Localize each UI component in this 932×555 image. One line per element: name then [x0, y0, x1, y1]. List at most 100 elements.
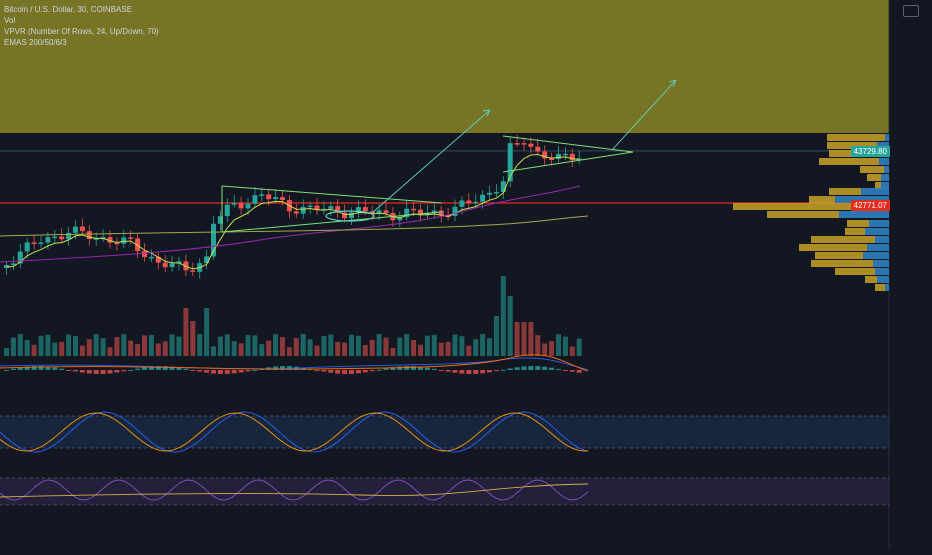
stoch-d-line	[0, 412, 589, 452]
vpvr-down-bar-17	[835, 268, 875, 275]
screenshot-icon[interactable]	[903, 5, 919, 17]
candle	[418, 209, 423, 215]
volume-bar	[549, 341, 555, 356]
stoch-band	[0, 416, 889, 448]
vpvr-down-bar-16	[811, 260, 873, 267]
vpvr-down-bar-19	[875, 284, 885, 291]
macd-histogram-bar	[128, 369, 134, 371]
macd-histogram-bar	[431, 368, 437, 370]
macd-histogram-bar	[59, 368, 65, 370]
volume-bar	[562, 336, 568, 356]
vol-indicator-label[interactable]: Vol	[4, 16, 16, 25]
candle	[307, 205, 313, 208]
macd-histogram-bar	[514, 367, 520, 370]
volume-bar	[59, 341, 65, 356]
volume-bar	[369, 339, 375, 356]
candle	[66, 232, 72, 240]
macd-histogram-bar	[245, 370, 251, 372]
macd-histogram-bar	[369, 370, 375, 372]
vpvr-down-bar-3	[819, 158, 879, 165]
macd-histogram-bar	[135, 368, 141, 370]
macd-histogram-bar	[31, 366, 37, 370]
candle	[480, 194, 486, 202]
candle	[576, 158, 582, 161]
candle	[321, 208, 327, 211]
volume-bar	[480, 334, 486, 356]
symbol-title[interactable]: Bitcoin / U.S. Dollar, 30, COINBASE	[4, 5, 133, 14]
candle	[314, 205, 320, 211]
vpvr-up-bar-14	[867, 244, 889, 251]
volume-bar	[45, 334, 51, 356]
candle	[280, 197, 285, 201]
candle	[493, 191, 499, 194]
volume-bar	[24, 339, 30, 356]
volume-bar	[487, 338, 492, 356]
macd-histogram-bar	[397, 366, 403, 370]
candle	[514, 143, 520, 145]
macd-histogram-bar	[93, 370, 99, 374]
vpvr-up-bar-17	[875, 268, 889, 275]
vpvr-down-bar-5	[867, 174, 881, 181]
candle	[562, 153, 568, 156]
volume-bar	[314, 345, 320, 356]
projection-arrow-1	[371, 109, 491, 214]
macd-histogram-bar	[273, 366, 279, 370]
volume-bar	[128, 340, 134, 356]
volume-bar	[135, 344, 141, 356]
volume-bar	[473, 339, 479, 356]
candle	[556, 153, 561, 159]
ema-fast-line	[6, 153, 580, 270]
candle	[549, 158, 555, 160]
volume-bar	[355, 335, 361, 356]
macd-histogram-bar	[569, 370, 575, 372]
macd-histogram-bar	[535, 366, 541, 370]
macd-histogram-bar	[169, 366, 175, 370]
projection-arrow-1-head	[482, 109, 491, 117]
volume-bar	[411, 339, 417, 356]
triangle-upper-line	[221, 185, 443, 204]
volume-bar	[493, 316, 499, 356]
candle	[142, 251, 147, 258]
macd-histogram-bar	[335, 370, 341, 374]
volume-bar	[328, 334, 334, 356]
macd-histogram-bar	[204, 370, 210, 373]
candle	[383, 210, 389, 214]
volume-bar	[569, 346, 575, 356]
volume-bar	[211, 346, 216, 356]
candle	[487, 192, 492, 195]
level-price-label: 42771.07	[850, 200, 890, 211]
volume-bar	[183, 308, 189, 356]
volume-bar	[197, 334, 203, 356]
candle	[252, 195, 258, 204]
candle	[259, 194, 265, 196]
volume-bar	[390, 347, 396, 356]
volume-bar	[190, 321, 196, 356]
vpvr-down-bar-18	[865, 276, 877, 283]
vpvr-up-bar-4	[884, 166, 889, 173]
vpvr-up-bar-5	[881, 174, 889, 181]
volume-bar	[79, 345, 85, 356]
candle	[169, 263, 175, 268]
candle	[52, 236, 58, 239]
candle	[542, 151, 548, 159]
macd-histogram-bar	[107, 370, 113, 374]
volume-bar	[10, 337, 16, 356]
volume-bar	[148, 335, 154, 356]
volume-bar	[535, 335, 541, 356]
candle	[452, 206, 458, 216]
volume-bar	[142, 335, 147, 356]
macd-histogram-bar	[142, 367, 147, 370]
symmetrical-triangle	[502, 135, 634, 173]
candle	[38, 242, 44, 245]
macd-histogram-bar	[17, 367, 23, 370]
macd-histogram-bar	[424, 367, 430, 370]
vpvr-up-bar-0	[885, 134, 889, 141]
vpvr-indicator-label[interactable]: VPVR (Number Of Rows, 24, Up/Down, 70)	[4, 27, 159, 36]
emas-indicator-label[interactable]: EMAS 200/50/6/3	[4, 38, 67, 47]
macd-histogram-bar	[466, 370, 472, 374]
vpvr-up-bar-12	[865, 228, 889, 235]
macd-histogram-bar	[183, 368, 189, 370]
rsi-line	[0, 479, 589, 501]
